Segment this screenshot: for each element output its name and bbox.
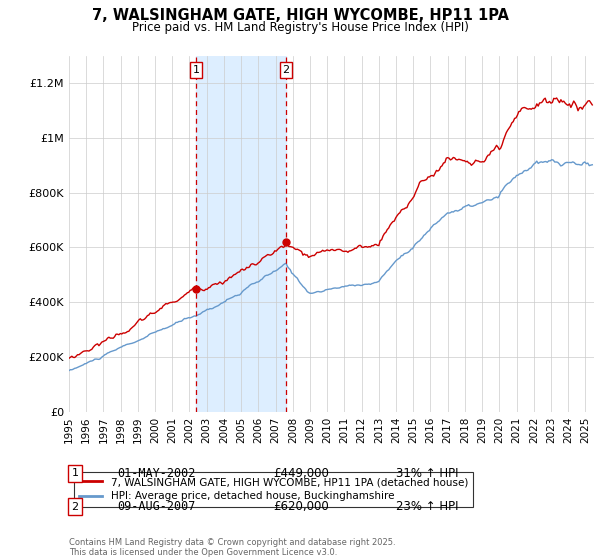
Text: 2: 2 [71, 502, 79, 512]
Text: 1: 1 [71, 468, 79, 478]
Text: 23% ↑ HPI: 23% ↑ HPI [396, 500, 458, 514]
Text: 01-MAY-2002: 01-MAY-2002 [117, 466, 196, 480]
Text: Price paid vs. HM Land Registry's House Price Index (HPI): Price paid vs. HM Land Registry's House … [131, 21, 469, 34]
Text: £620,000: £620,000 [273, 500, 329, 514]
Text: 31% ↑ HPI: 31% ↑ HPI [396, 466, 458, 480]
Text: 1: 1 [193, 65, 199, 75]
Text: Contains HM Land Registry data © Crown copyright and database right 2025.
This d: Contains HM Land Registry data © Crown c… [69, 538, 395, 557]
Text: £449,000: £449,000 [273, 466, 329, 480]
Legend: 7, WALSINGHAM GATE, HIGH WYCOMBE, HP11 1PA (detached house), HPI: Average price,: 7, WALSINGHAM GATE, HIGH WYCOMBE, HP11 1… [74, 472, 473, 506]
Text: 7, WALSINGHAM GATE, HIGH WYCOMBE, HP11 1PA: 7, WALSINGHAM GATE, HIGH WYCOMBE, HP11 1… [91, 8, 509, 24]
Bar [196, 56, 286, 412]
Text: 09-AUG-2007: 09-AUG-2007 [117, 500, 196, 514]
Text: 2: 2 [283, 65, 290, 75]
